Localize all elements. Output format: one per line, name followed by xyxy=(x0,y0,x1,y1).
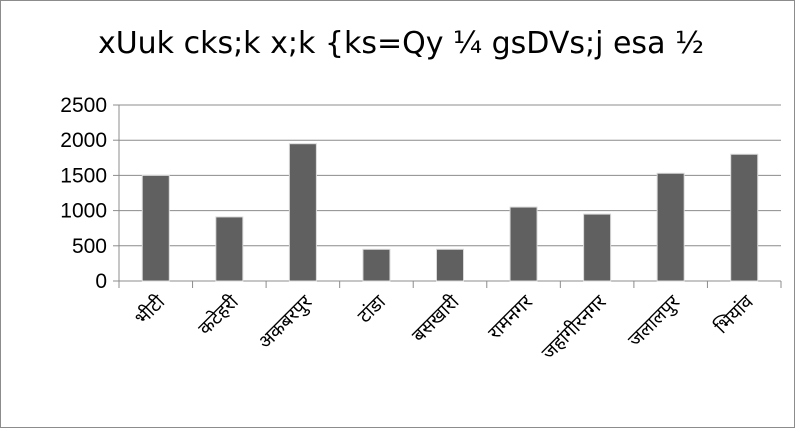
y-tick-label: 0 xyxy=(95,270,107,293)
bar xyxy=(583,213,612,282)
y-axis-ticks: 0 500 1000 1500 2000 2500 xyxy=(60,94,107,293)
bar xyxy=(656,172,685,282)
x-category-label: रामनगर xyxy=(484,290,538,344)
x-category-label: जलालपुर xyxy=(624,290,686,352)
y-tick-label: 1000 xyxy=(60,200,107,223)
bar xyxy=(436,248,464,282)
y-tick-label: 1500 xyxy=(60,164,107,187)
y-tick-label: 2500 xyxy=(60,94,107,117)
bar xyxy=(509,206,538,282)
chart-title: xUuk cks;k x;k {ks=Qy ¼ gsDVs;j esa ½ xyxy=(98,26,704,61)
x-category-label: जहांगीरनगर xyxy=(537,289,612,364)
y-tick-label: 2000 xyxy=(60,129,107,152)
bar xyxy=(362,248,391,282)
x-axis-categories: भीटी कटेहरी अकबरपुर टांडा बसखारी रामनगर जहांगी… xyxy=(130,289,758,364)
x-category-label: भियांव xyxy=(710,290,758,338)
bar xyxy=(288,143,317,282)
x-category-label: अकबरपुर xyxy=(254,290,318,354)
bar xyxy=(141,174,170,282)
x-category-label: कटेहरी xyxy=(193,290,243,340)
y-tick-label: 500 xyxy=(72,235,107,258)
x-category-label: टांडा xyxy=(353,290,390,327)
x-category-label: भीटी xyxy=(130,290,170,330)
bar xyxy=(730,153,759,282)
bar xyxy=(215,216,244,282)
x-category-label: बसखारी xyxy=(407,290,464,347)
bars xyxy=(141,143,759,282)
